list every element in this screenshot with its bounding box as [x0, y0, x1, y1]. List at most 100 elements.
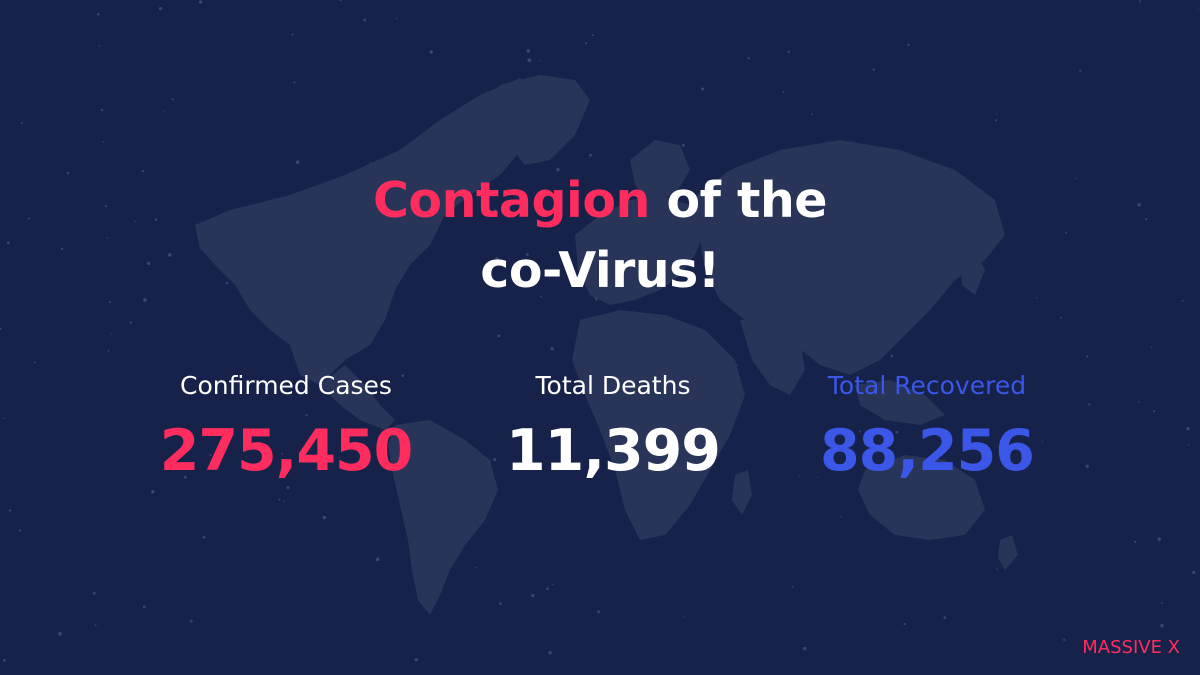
star-dot — [811, 112, 814, 115]
star-dot — [1197, 8, 1199, 11]
star-dot — [493, 458, 497, 462]
star-dot — [129, 321, 133, 324]
star-dot — [339, 0, 342, 2]
continents — [195, 75, 1018, 615]
star-dot — [798, 474, 800, 477]
star-dot — [890, 354, 894, 358]
greenland-shape — [495, 75, 590, 165]
star-dot — [20, 122, 23, 125]
star-dot — [60, 247, 64, 251]
star-dot — [539, 295, 542, 298]
star-dot — [802, 646, 807, 651]
star-dot — [429, 50, 434, 54]
star-dot — [1079, 69, 1082, 72]
star-dot — [584, 42, 588, 45]
india-shape — [740, 315, 805, 395]
star-dot — [92, 591, 96, 595]
europe-shape — [575, 195, 705, 305]
star-dot — [1074, 177, 1077, 180]
star-dot — [209, 454, 212, 456]
star-dot — [943, 616, 947, 619]
page-title: Contagion of the co-Virus! — [0, 166, 1200, 306]
star-dot — [495, 257, 499, 261]
star-dot — [551, 583, 554, 586]
australia-shape — [858, 455, 985, 540]
star-dot — [499, 602, 502, 605]
star-dot — [1035, 297, 1038, 299]
star-dot — [817, 476, 819, 479]
star-dot — [58, 632, 62, 636]
star-dot — [681, 144, 685, 147]
star-dot — [591, 34, 594, 37]
star-dot — [1137, 203, 1141, 207]
stat-recovered-value: 88,256 — [820, 418, 1035, 484]
stat-deaths-value: 11,399 — [506, 418, 721, 484]
star-dot — [225, 281, 229, 285]
star-dot — [107, 349, 110, 352]
star-dot — [158, 7, 163, 11]
star-dot — [996, 568, 998, 570]
star-dot — [143, 298, 147, 302]
stat-recovered-label: Total Recovered — [827, 371, 1027, 400]
star-dot — [414, 658, 418, 662]
star-dot — [1065, 231, 1067, 234]
star-dot — [683, 616, 685, 618]
stat-confirmed-value: 275,450 — [159, 418, 414, 484]
star-dot — [859, 430, 862, 433]
star-dot — [1192, 571, 1196, 575]
star-dot — [903, 622, 906, 626]
star-dot — [96, 12, 100, 16]
star-dot — [291, 33, 294, 36]
star-dot — [168, 253, 172, 257]
star-dot — [202, 535, 206, 539]
star-dot — [375, 557, 380, 562]
star-dot — [270, 380, 274, 384]
star-dot — [782, 90, 785, 93]
title-line-one-rest: of the — [649, 172, 828, 229]
star-dot — [278, 498, 281, 501]
star-dot — [995, 119, 998, 122]
star-dot — [1085, 464, 1089, 469]
star-dot — [787, 50, 791, 53]
star-dot — [526, 253, 529, 256]
star-dot — [1145, 218, 1148, 221]
star-dot — [1150, 346, 1153, 348]
star-dot — [1041, 441, 1044, 443]
star-dot — [747, 57, 750, 60]
stat-total-deaths: Total Deaths 11,399 — [443, 366, 783, 484]
star-dot — [700, 87, 705, 91]
star-dot — [1137, 401, 1140, 403]
star-dot — [531, 594, 535, 598]
star-dot — [110, 333, 112, 335]
star-dot — [0, 327, 2, 330]
star-dot — [33, 361, 36, 364]
stat-confirmed-label: Confirmed Cases — [180, 371, 392, 400]
south-america-shape — [388, 420, 498, 615]
star-dot — [3, 417, 6, 419]
star-dot — [1060, 316, 1062, 319]
star-dot — [154, 218, 158, 221]
star-dot — [295, 160, 300, 165]
star-dot — [526, 49, 531, 53]
star-dot — [286, 486, 290, 490]
star-dot — [539, 60, 542, 62]
star-dot — [1134, 540, 1137, 543]
star-dot — [1187, 443, 1190, 446]
star-dot — [491, 190, 495, 194]
title-line-two: co-Virus! — [480, 242, 720, 299]
star-dot — [1160, 602, 1163, 604]
star-dot — [1063, 638, 1066, 642]
star-dot — [597, 610, 601, 614]
star-dot — [147, 261, 151, 266]
star-dot — [163, 110, 165, 112]
star-dot — [66, 172, 70, 175]
north-america-shape — [195, 78, 545, 385]
star-dot — [791, 586, 794, 588]
star-dot — [1186, 427, 1190, 431]
star-dot — [1181, 299, 1184, 302]
star-dot — [497, 334, 501, 338]
stat-confirmed-cases: Confirmed Cases 275,450 — [116, 366, 456, 484]
scandinavia-shape — [630, 140, 690, 200]
